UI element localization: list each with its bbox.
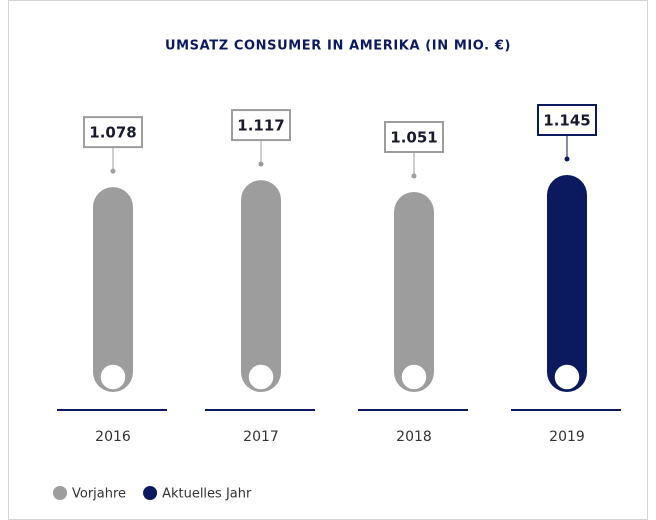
connector-dot xyxy=(110,168,116,174)
value-label: 1.051 xyxy=(390,129,437,147)
value-box xyxy=(384,121,444,153)
x-tick-label: 2017 xyxy=(243,429,279,445)
legend-label: Vorjahre xyxy=(72,487,126,502)
legend-label: Aktuelles Jahr xyxy=(162,487,252,502)
bar-dot xyxy=(400,363,428,391)
value-box xyxy=(83,116,143,149)
x-tick-label: 2016 xyxy=(95,429,131,445)
bar-dot xyxy=(99,363,127,391)
bar xyxy=(547,175,587,392)
legend-swatch xyxy=(143,486,158,500)
connector-dot xyxy=(411,173,417,179)
value-label: 1.145 xyxy=(543,112,590,130)
bar xyxy=(93,187,133,392)
x-tick-label: 2019 xyxy=(549,429,585,445)
bar-dot xyxy=(247,363,275,391)
bar xyxy=(241,180,281,392)
chart-title: UMSATZ CONSUMER IN AMERIKA (IN MIO. €) xyxy=(165,39,511,54)
bar xyxy=(394,192,434,392)
value-box xyxy=(231,109,291,142)
value-box xyxy=(537,104,597,136)
bar-dot xyxy=(553,363,581,391)
legend-swatch xyxy=(53,486,67,500)
connector-dot xyxy=(564,156,570,162)
x-tick-label: 2018 xyxy=(396,429,432,445)
value-label: 1.078 xyxy=(89,124,136,142)
value-label: 1.117 xyxy=(237,117,284,135)
connector-dot xyxy=(258,161,264,167)
